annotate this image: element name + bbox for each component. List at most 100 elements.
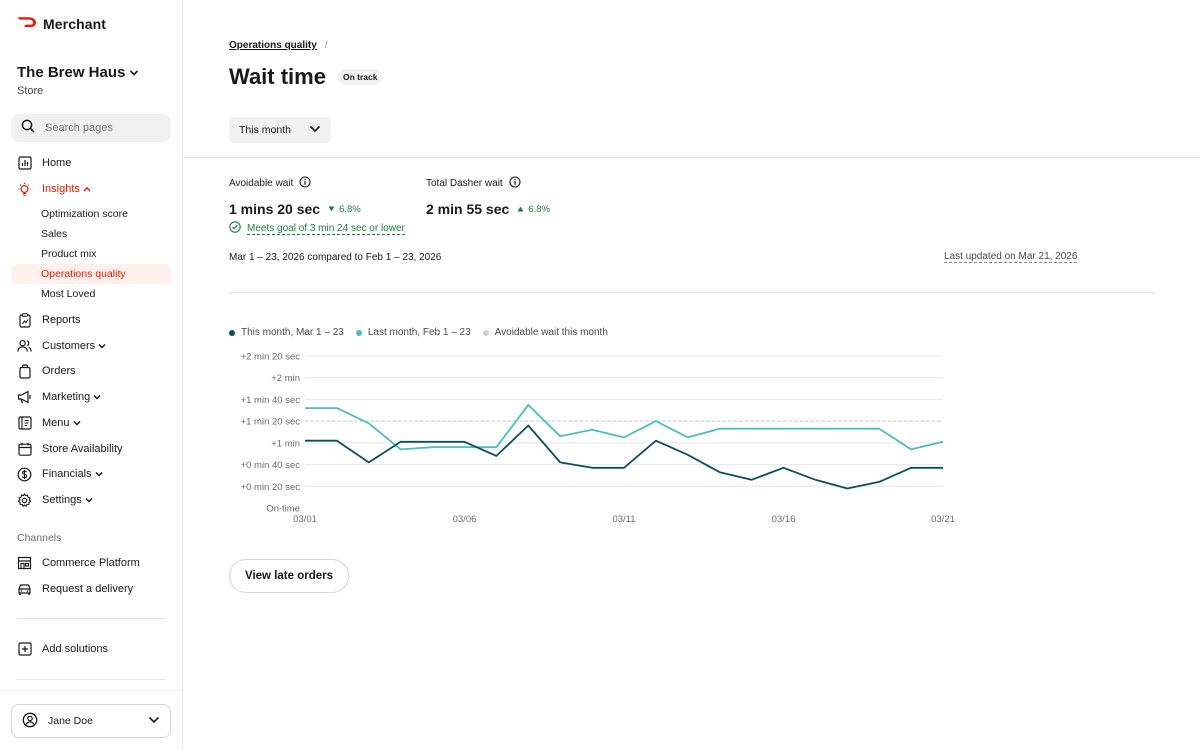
x-tick-label: 03/11 bbox=[612, 514, 635, 525]
megaphone-icon bbox=[17, 390, 32, 405]
chevron-down-icon bbox=[73, 417, 81, 429]
nav-optimization-score[interactable]: Optimization score bbox=[41, 208, 128, 220]
nav-sales[interactable]: Sales bbox=[41, 228, 68, 240]
check-circle-icon bbox=[229, 221, 241, 236]
nav-settings[interactable]: Settings bbox=[11, 490, 171, 510]
sidebar: Merchant The Brew Haus Store Home Insigh… bbox=[0, 0, 183, 750]
nav-store-availability[interactable]: Store Availability bbox=[11, 439, 171, 459]
period-dropdown-value: This month bbox=[239, 124, 291, 136]
nav-commerce-platform[interactable]: Commerce Platform bbox=[11, 553, 171, 573]
nav-customers[interactable]: Customers bbox=[11, 336, 171, 356]
nav-marketing[interactable]: Marketing bbox=[11, 387, 171, 407]
nav-home-label: Home bbox=[42, 157, 72, 169]
lightbulb-icon bbox=[17, 182, 32, 197]
chevron-down-icon bbox=[309, 124, 321, 136]
store-switcher[interactable]: The Brew Haus Store bbox=[17, 64, 139, 97]
metric-avoidable-delta-value: 6.8% bbox=[339, 203, 361, 215]
legend-avoidable-label: Avoidable wait this month bbox=[494, 327, 608, 338]
gear-icon bbox=[17, 492, 32, 508]
legend-this-month: This month, Mar 1 – 23 bbox=[229, 327, 344, 338]
period-dropdown[interactable]: This month bbox=[229, 117, 331, 143]
chevron-up-icon bbox=[83, 183, 91, 195]
metric-avoidable-delta: 6.8% bbox=[328, 204, 361, 215]
nav-store-availability-label: Store Availability bbox=[42, 443, 123, 455]
nav-request-delivery[interactable]: Request a delivery bbox=[11, 579, 171, 599]
storefront-icon bbox=[17, 556, 32, 571]
metric-total-delta-value: 6.8% bbox=[528, 203, 550, 215]
sidebar-divider bbox=[17, 679, 166, 680]
nav-financials-label: Financials bbox=[42, 468, 92, 480]
wait-time-chart: +2 min 20 sec +2 min +1 min 40 sec +1 min 2… bbox=[241, 352, 955, 526]
brand[interactable]: Merchant bbox=[17, 15, 106, 33]
y-tick-label: +2 min bbox=[271, 373, 300, 384]
view-late-orders-button[interactable]: View late orders bbox=[229, 559, 349, 593]
nav-settings-label: Settings bbox=[42, 494, 82, 506]
nav-most-loved[interactable]: Most Loved bbox=[41, 288, 96, 300]
nav-add-solutions-label: Add solutions bbox=[42, 643, 109, 655]
triangle-down-icon bbox=[328, 204, 335, 215]
users-icon bbox=[17, 339, 32, 354]
user-menu[interactable]: Jane Doe bbox=[11, 704, 171, 738]
legend-dot bbox=[229, 329, 235, 336]
calendar-icon bbox=[17, 442, 32, 457]
breadcrumb-operations-quality[interactable]: Operations quality bbox=[229, 40, 317, 51]
nav-reports-label: Reports bbox=[42, 314, 81, 326]
y-tick-label: +0 min 40 sec bbox=[241, 460, 301, 471]
search-box[interactable] bbox=[11, 114, 171, 142]
nav-request-delivery-label: Request a delivery bbox=[42, 583, 134, 595]
y-tick-label: +0 min 20 sec bbox=[241, 482, 301, 493]
nav-financials[interactable]: Financials bbox=[11, 464, 171, 484]
x-tick-label: 03/01 bbox=[293, 514, 317, 525]
chevron-down-icon bbox=[129, 64, 139, 81]
breadcrumb-separator: / bbox=[324, 40, 328, 51]
user-section-border bbox=[0, 690, 183, 691]
metric-total-dasher-wait: Total Dasher wait 2 min 55 sec 6.8% bbox=[426, 176, 550, 217]
x-tick-label: 03/21 bbox=[931, 514, 955, 525]
nav-product-mix[interactable]: Product mix bbox=[41, 248, 97, 260]
nav-reports[interactable]: Reports bbox=[11, 310, 171, 330]
nav-insights[interactable]: Insights bbox=[11, 179, 171, 199]
sidebar-divider bbox=[17, 618, 166, 619]
metric-avoidable-value: 1 mins 20 sec bbox=[229, 201, 321, 217]
store-type: Store bbox=[17, 85, 44, 97]
clipboard-chart-icon bbox=[17, 312, 32, 328]
nav-orders[interactable]: Orders bbox=[11, 361, 171, 381]
user-name: Jane Doe bbox=[48, 715, 93, 727]
metric-total-value: 2 min 55 sec bbox=[426, 201, 510, 217]
goal-text[interactable]: Meets goal of 3 min 24 sec or lower bbox=[247, 222, 405, 235]
nav-add-solutions[interactable]: Add solutions bbox=[11, 639, 171, 659]
x-tick-label: 03/16 bbox=[772, 514, 796, 525]
doordash-logo-icon bbox=[17, 15, 37, 33]
nav-home[interactable]: Home bbox=[11, 153, 171, 173]
search-input[interactable] bbox=[45, 122, 155, 134]
nav-menu-label: Menu bbox=[42, 417, 70, 429]
series-this-month-line bbox=[305, 424, 943, 490]
legend-avoidable: Avoidable wait this month bbox=[482, 327, 608, 338]
status-badge: On track bbox=[337, 69, 383, 85]
goal-status: Meets goal of 3 min 24 sec or lower bbox=[229, 221, 405, 236]
menu-book-icon bbox=[17, 416, 32, 431]
info-icon[interactable] bbox=[299, 176, 311, 191]
y-tick-label: +2 min 20 sec bbox=[241, 352, 301, 363]
x-tick-label: 03/06 bbox=[453, 514, 477, 525]
triangle-up-icon bbox=[517, 204, 524, 215]
y-tick-label: +1 min 20 sec bbox=[241, 417, 301, 428]
store-name: The Brew Haus bbox=[17, 64, 126, 81]
y-tick-label: +1 min bbox=[271, 438, 300, 449]
legend-last-month-label: Last month, Feb 1 – 23 bbox=[367, 327, 471, 338]
y-tick-label: +1 min 40 sec bbox=[241, 395, 301, 406]
search-icon bbox=[21, 119, 35, 138]
metric-total-label: Total Dasher wait bbox=[426, 178, 503, 189]
shopping-bag-icon bbox=[17, 363, 32, 379]
info-icon[interactable] bbox=[509, 176, 521, 191]
title-row: Wait time On track bbox=[229, 64, 383, 90]
nav-menu[interactable]: Menu bbox=[11, 413, 171, 433]
last-updated[interactable]: Last updated on Mar 21, 2026 bbox=[944, 251, 1078, 263]
plus-square-icon bbox=[17, 642, 32, 657]
y-tick-label: On-time bbox=[266, 504, 300, 515]
chevron-down-icon bbox=[148, 715, 160, 727]
legend-dot bbox=[355, 329, 362, 336]
nav-operations-quality[interactable]: Operations quality bbox=[11, 264, 171, 284]
chevron-down-icon bbox=[95, 468, 103, 480]
header-divider bbox=[183, 157, 1200, 158]
